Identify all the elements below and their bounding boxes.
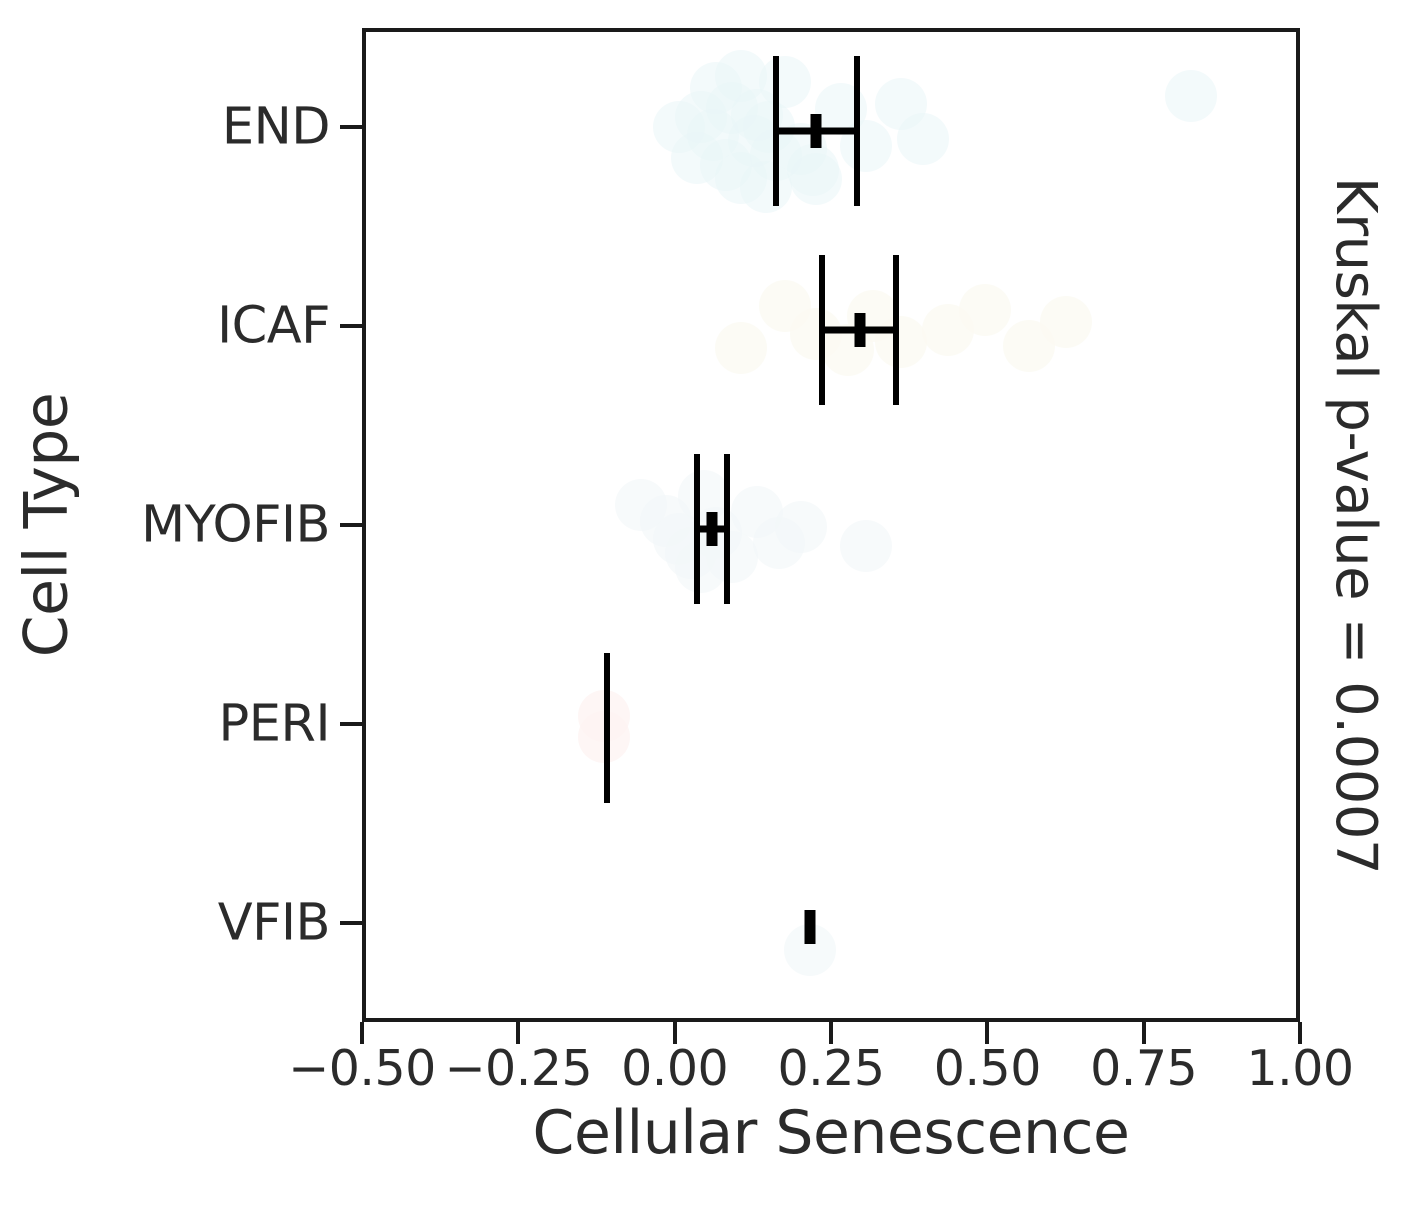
error-bar-line-peri xyxy=(603,652,610,803)
x-axis-tick-label: 0.00 xyxy=(621,1040,729,1097)
x-axis-tick-label: 0.25 xyxy=(777,1040,885,1097)
y-axis-tick-label-icaf: ICAF xyxy=(217,296,330,356)
scatter-point xyxy=(874,77,927,130)
scatter-point xyxy=(652,101,705,154)
scatter-point xyxy=(840,520,893,573)
x-axis-tick-mark xyxy=(1141,1022,1146,1044)
scatter-point xyxy=(690,61,743,114)
y-axis-tick-label-myofib: MYOFIB xyxy=(141,495,330,555)
y-axis-tick-label-vfib: VFIB xyxy=(217,893,331,953)
x-axis-tick-label: −0.50 xyxy=(288,1040,436,1097)
scatter-point xyxy=(787,143,840,196)
y-axis-tick-mark xyxy=(340,721,362,726)
scatter-point xyxy=(790,308,843,361)
y-axis-tick-mark xyxy=(340,125,362,130)
scatter-point xyxy=(758,56,811,109)
scatter-point xyxy=(1002,320,1055,373)
scatter-point xyxy=(677,469,730,522)
point-estimate-marker-myofib xyxy=(706,512,718,546)
scatter-point xyxy=(730,485,783,538)
kruskal-pvalue-text: Kruskal p-value = 0.0007 xyxy=(1323,176,1389,874)
scatter-point xyxy=(674,91,727,144)
scatter-point xyxy=(752,517,805,570)
x-axis-tick-mark xyxy=(985,1022,990,1044)
scatter-point xyxy=(1165,69,1218,122)
x-axis-tick-label: 1.00 xyxy=(1246,1040,1354,1097)
scatter-point xyxy=(959,284,1012,337)
plot-frame xyxy=(362,28,1300,1022)
y-axis-tick-label-peri: PERI xyxy=(218,694,331,754)
y-axis-tick-mark xyxy=(340,523,362,527)
point-estimate-marker-vfib xyxy=(804,909,816,944)
scatter-point xyxy=(715,321,768,374)
x-axis-title: Cellular Senescence xyxy=(532,1098,1130,1168)
scatter-point xyxy=(615,479,668,532)
error-bar-cap-end-upper xyxy=(853,56,860,207)
scatter-point xyxy=(921,304,974,357)
scatter-point xyxy=(896,113,949,166)
scatter-point xyxy=(790,153,843,206)
y-axis-title: Cell Type xyxy=(6,0,86,1050)
y-axis-tick-label-end: END xyxy=(221,97,331,157)
x-axis-tick-mark xyxy=(516,1022,521,1044)
x-axis-tick-mark xyxy=(829,1022,833,1044)
scatter-point xyxy=(715,151,768,204)
x-axis-tick-mark xyxy=(360,1022,364,1044)
y-axis-tick-mark xyxy=(340,324,362,329)
error-bar-cap-icaf-upper xyxy=(892,255,899,406)
scatter-point xyxy=(874,316,927,369)
error-bar-cap-myofib-upper xyxy=(724,454,731,604)
y-axis-title-text: Cell Type xyxy=(11,392,82,658)
scatter-point xyxy=(740,161,793,214)
kruskal-pvalue-annotation: Kruskal p-value = 0.0007 xyxy=(1316,28,1396,1022)
scatter-point xyxy=(705,81,758,134)
scatter-point xyxy=(640,495,693,548)
scatter-point xyxy=(715,49,768,102)
x-axis-tick-label: 0.50 xyxy=(933,1040,1042,1097)
x-axis-tick-mark xyxy=(1298,1022,1302,1044)
x-axis-tick-mark xyxy=(672,1022,677,1044)
scatter-point xyxy=(1040,296,1093,349)
scatter-point xyxy=(699,138,752,191)
point-estimate-marker-end xyxy=(810,114,822,149)
scatter-point xyxy=(674,541,727,594)
x-axis-tick-label: 0.75 xyxy=(1090,1040,1198,1097)
x-axis-tick-label: −0.25 xyxy=(444,1040,593,1097)
scatter-point xyxy=(687,109,740,162)
scatter-point xyxy=(758,280,811,333)
plot-area xyxy=(366,32,1296,1018)
y-axis-tick-mark xyxy=(340,920,362,925)
scatter-point xyxy=(774,501,827,554)
scatter-point xyxy=(671,131,724,184)
point-estimate-marker-icaf xyxy=(854,313,866,348)
